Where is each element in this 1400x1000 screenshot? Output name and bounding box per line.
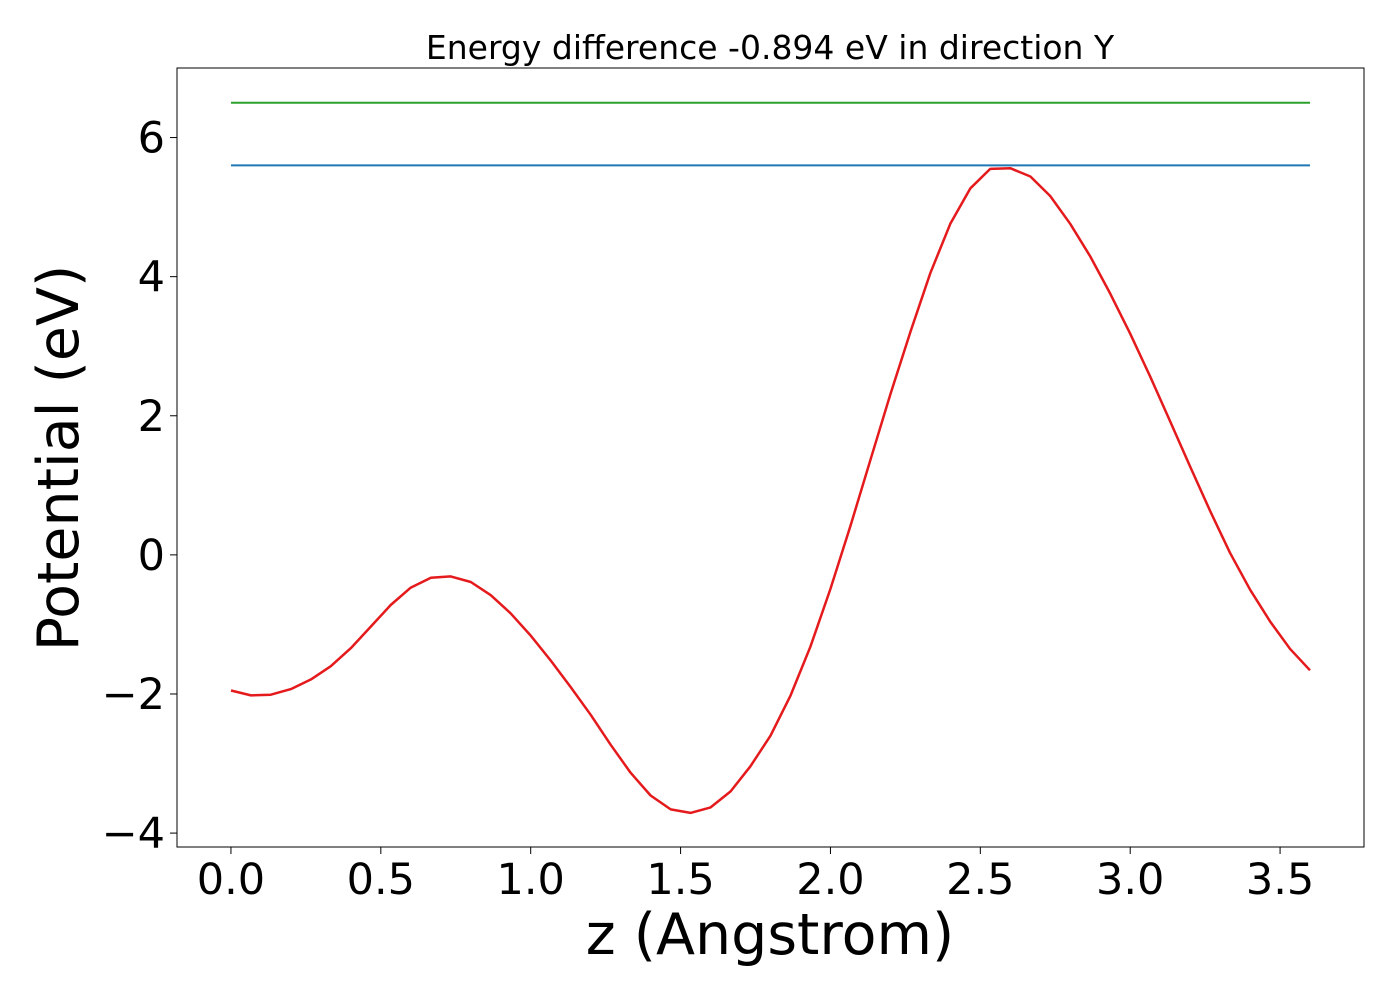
y-tick-label: −4 (102, 809, 165, 859)
chart-title: Energy difference -0.894 eV in direction… (426, 28, 1115, 67)
series-line-2 (230, 166, 1311, 815)
y-axis: −4 −2 0 2 4 6 (102, 114, 177, 859)
y-tick-label: −2 (102, 670, 165, 720)
plot-lines (230, 101, 1311, 815)
x-axis-label: z (Angstrom) (586, 902, 954, 968)
x-axis: 0.0 0.5 1.0 1.5 2.0 2.5 3.0 3.5 (197, 847, 1314, 905)
x-tick-label: 2.0 (796, 855, 864, 905)
y-tick-label: 6 (138, 114, 165, 164)
x-tick-label: 1.0 (497, 855, 565, 905)
x-tick-label: 1.5 (646, 855, 714, 905)
x-tick-label: 2.5 (946, 855, 1014, 905)
y-tick-label: 2 (138, 392, 165, 442)
plot-frame (176, 67, 1365, 848)
x-tick-label: 3.5 (1246, 855, 1314, 905)
y-tick-label: 0 (138, 531, 165, 581)
x-tick-label: 0.5 (347, 855, 415, 905)
y-axis-label: Potential (eV) (26, 265, 92, 651)
x-tick-label: 0.0 (197, 855, 265, 905)
y-tick-label: 4 (138, 253, 165, 303)
x-tick-label: 3.0 (1096, 855, 1164, 905)
